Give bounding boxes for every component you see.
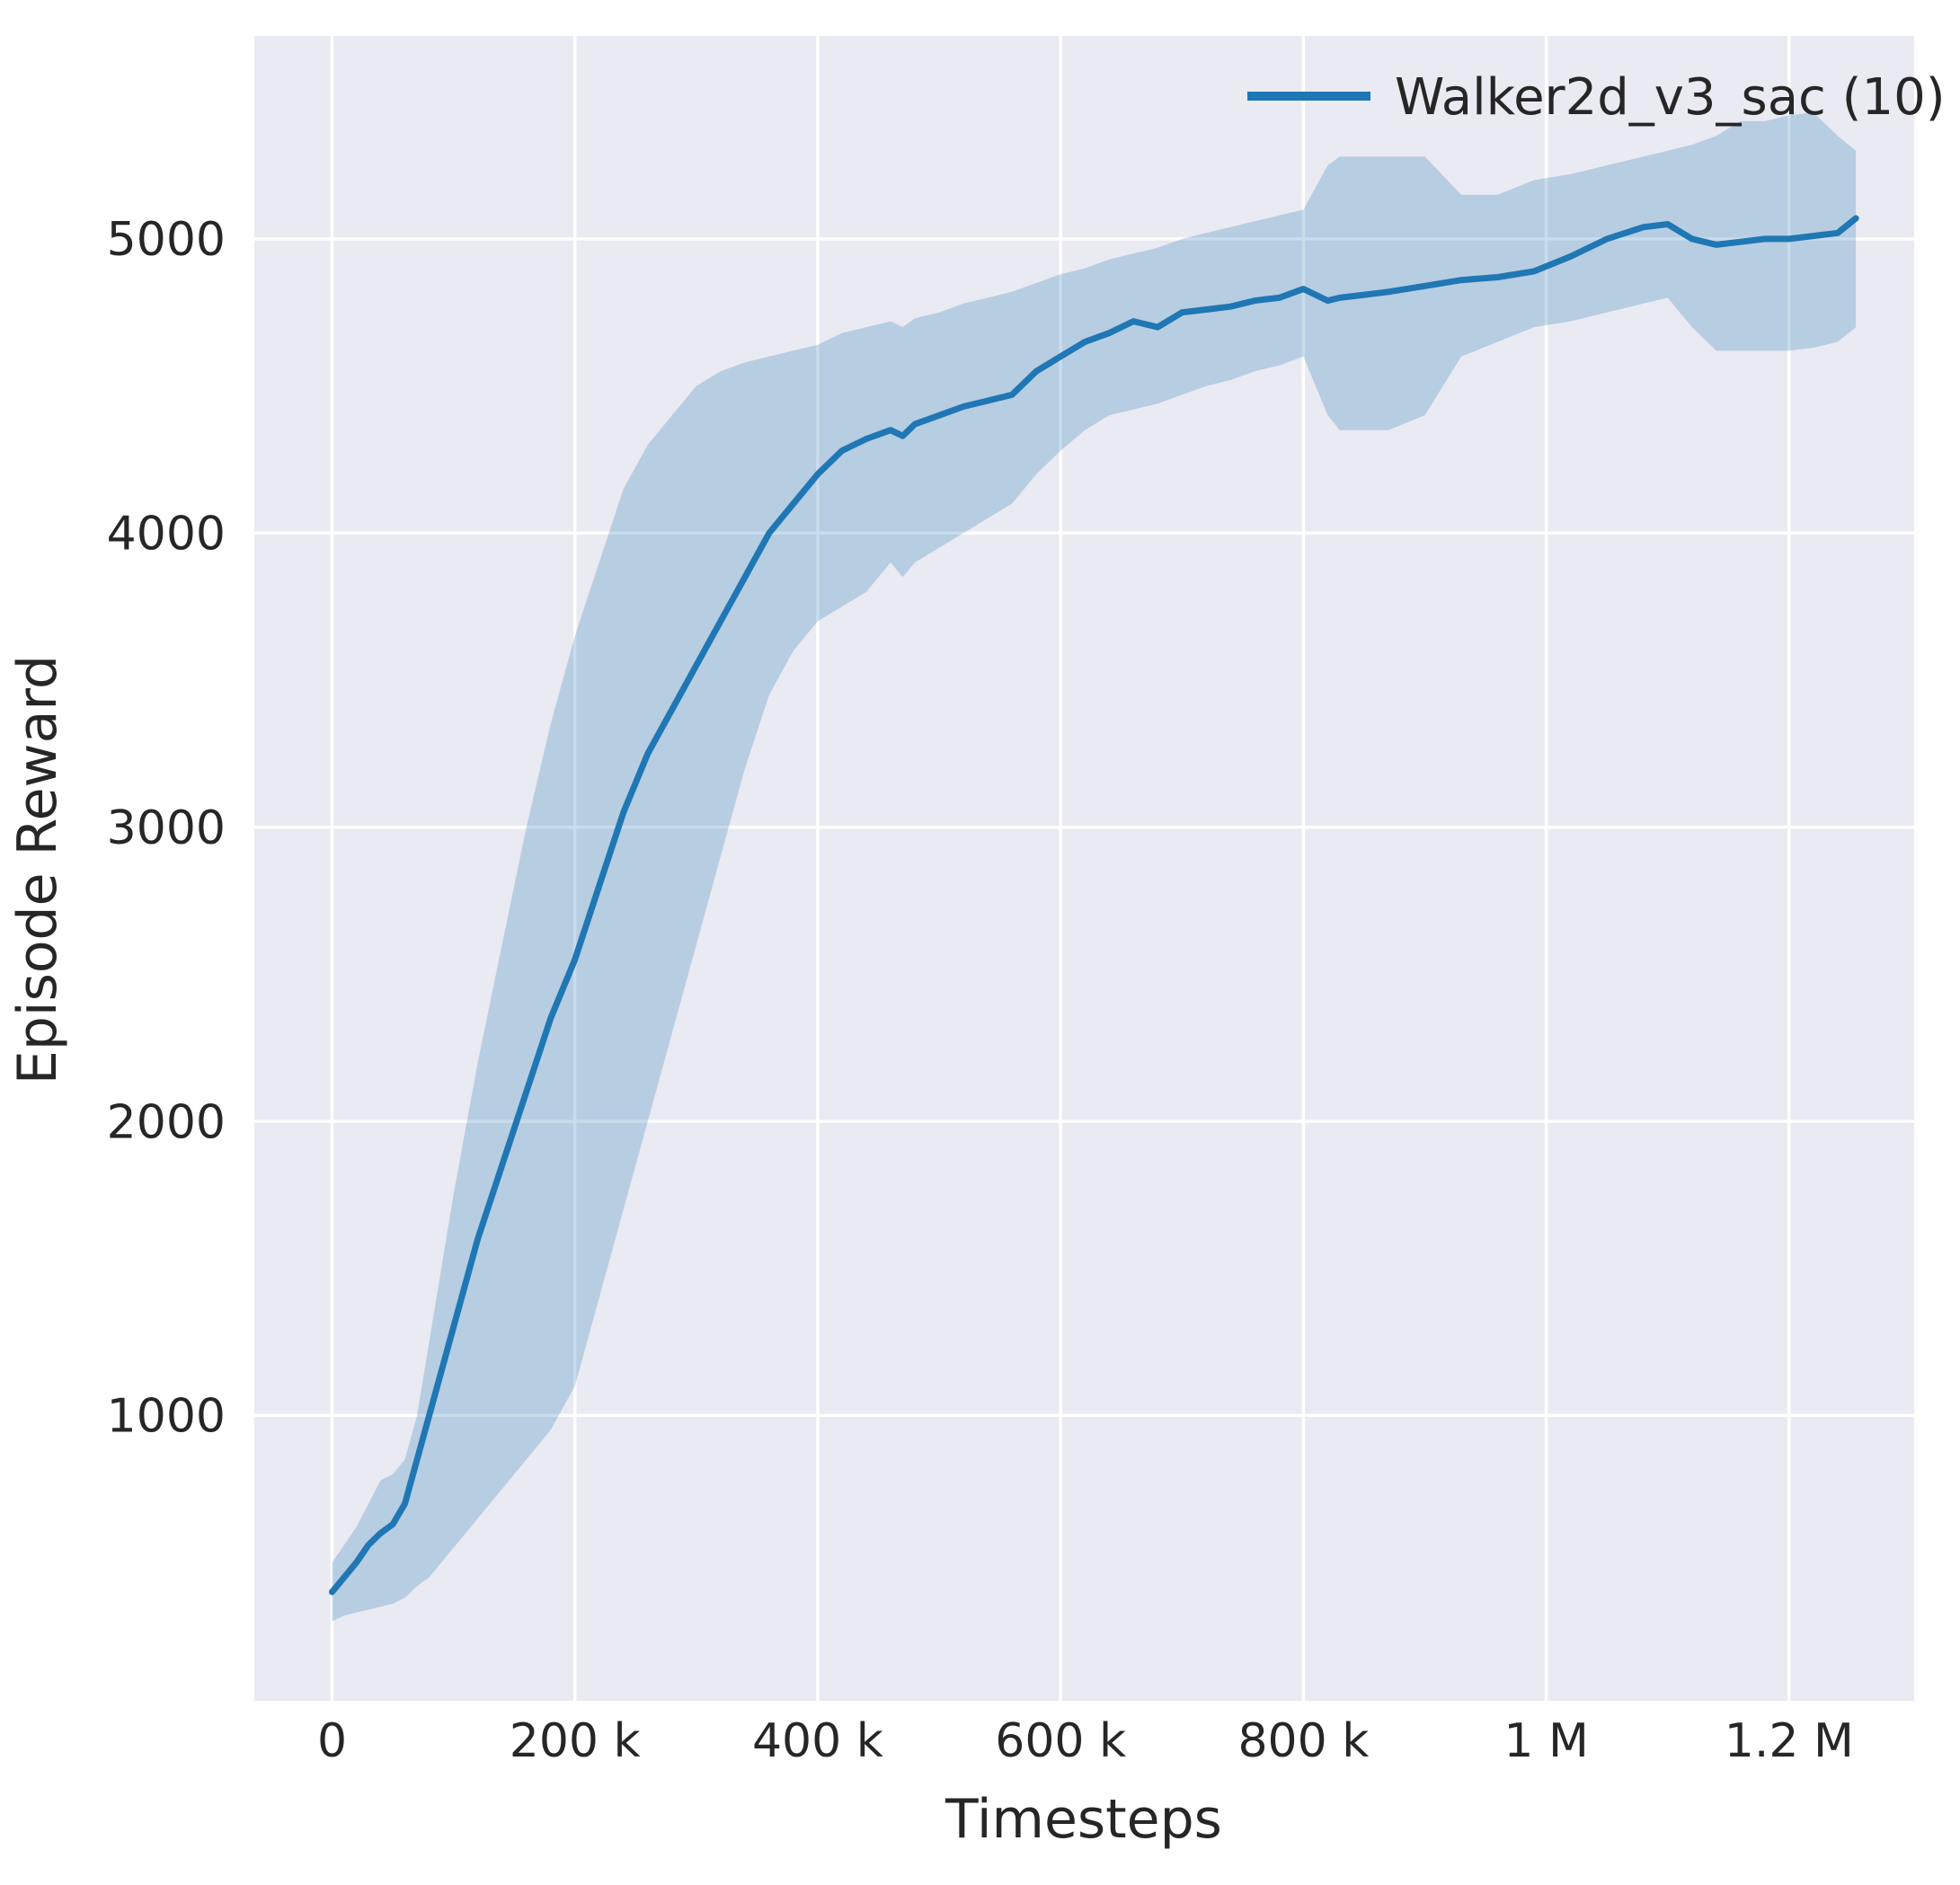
y-tick-label: 3000	[107, 801, 226, 855]
x-tick-label: 400 k	[752, 1714, 883, 1768]
plot-area: 0 200 k 400 k 600 k 800 k 1 M 1.2 M 1000 2000 300…	[107, 36, 1914, 1768]
y-tick-label: 5000	[107, 213, 226, 267]
x-tick-label: 200 k	[510, 1714, 641, 1768]
y-tick-label: 1000	[107, 1390, 226, 1444]
x-tick-label: 600 k	[995, 1714, 1126, 1768]
x-axis-label: Timesteps	[945, 1788, 1222, 1851]
x-tick-label: 0	[317, 1714, 347, 1768]
confidence-band	[332, 112, 1857, 1622]
x-tick-label: 800 k	[1237, 1714, 1369, 1768]
legend-label: Walker2d_v3_sac (10)	[1395, 68, 1946, 127]
x-tick-label: 1 M	[1503, 1714, 1588, 1768]
plot-background	[254, 36, 1914, 1701]
y-axis-label: Episode Reward	[6, 655, 69, 1084]
x-tick-label: 1.2 M	[1725, 1714, 1854, 1768]
y-tick-label: 2000	[107, 1095, 226, 1149]
y-tick-label: 4000	[107, 508, 226, 562]
series-line	[329, 215, 1859, 1596]
legend: Walker2d_v3_sac (10)	[1247, 68, 1946, 127]
